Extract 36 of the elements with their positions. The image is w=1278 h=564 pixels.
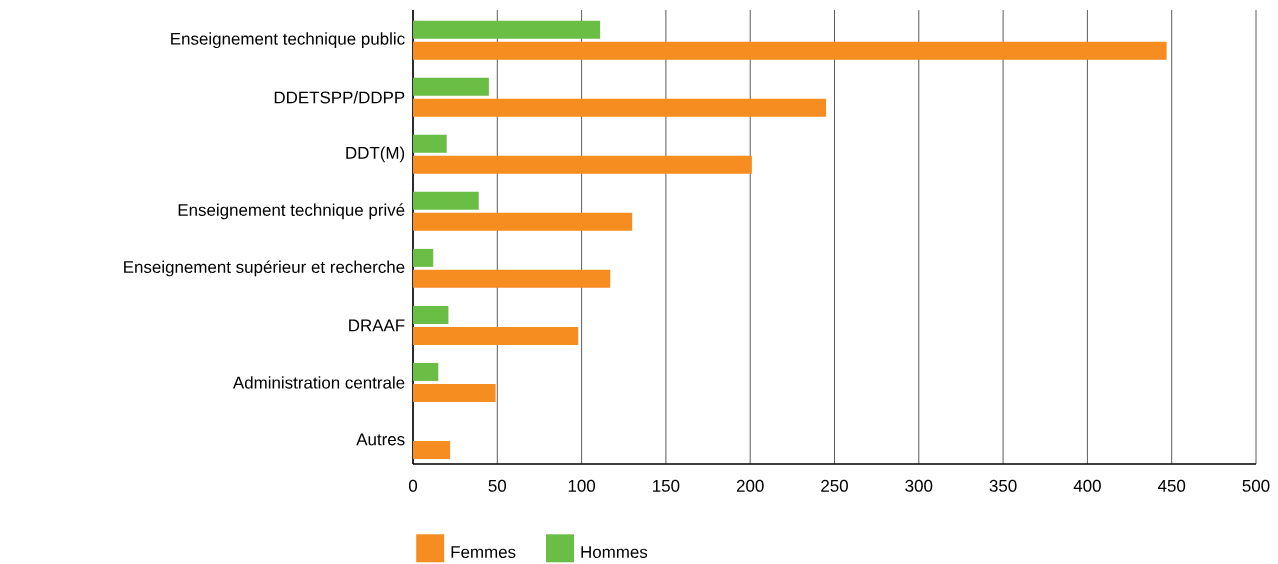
- bar: [413, 20, 601, 39]
- bar: [413, 362, 439, 381]
- legend-label: Femmes: [451, 546, 516, 558]
- x-tick-label: 150: [653, 479, 680, 492]
- x-tick-label: 100: [568, 479, 596, 492]
- x-tick-label: 350: [989, 479, 1017, 492]
- bar: [413, 383, 496, 402]
- bar: [413, 155, 752, 174]
- y-tick-label: DRAAF: [349, 319, 405, 332]
- x-tick-label: 250: [821, 479, 848, 492]
- x-tick-label: 0: [408, 479, 418, 492]
- bar: [413, 248, 434, 267]
- y-tick-label: DDT(M): [346, 146, 405, 163]
- bar: [413, 440, 451, 459]
- bar: [413, 98, 827, 117]
- bar: [413, 269, 611, 288]
- y-tick-label: DDETSPP/DDPP: [274, 90, 405, 104]
- y-tick-label: Enseignement supérieur et recherche: [124, 260, 405, 277]
- x-tick-label: 200: [736, 479, 764, 492]
- y-tick-label: Enseignement technique public: [171, 32, 405, 48]
- y-tick-label: Administration centrale: [232, 376, 405, 389]
- x-tick-label: 400: [1073, 479, 1101, 492]
- y-tick-label: Autres: [356, 433, 405, 446]
- bar: [413, 305, 449, 324]
- x-tick-label: 450: [1157, 479, 1186, 492]
- bar: [413, 191, 479, 210]
- x-tick-label: 300: [905, 479, 933, 492]
- y-tick-label: Enseignement technique privé: [178, 203, 405, 220]
- bar: [413, 326, 579, 345]
- bar: [413, 77, 489, 96]
- bar: [413, 41, 1167, 60]
- legend-label: Hommes: [581, 546, 648, 558]
- x-tick-label: 50: [488, 479, 507, 492]
- x-tick-label: 500: [1242, 479, 1270, 492]
- bar: [413, 134, 447, 153]
- bar: [413, 212, 633, 231]
